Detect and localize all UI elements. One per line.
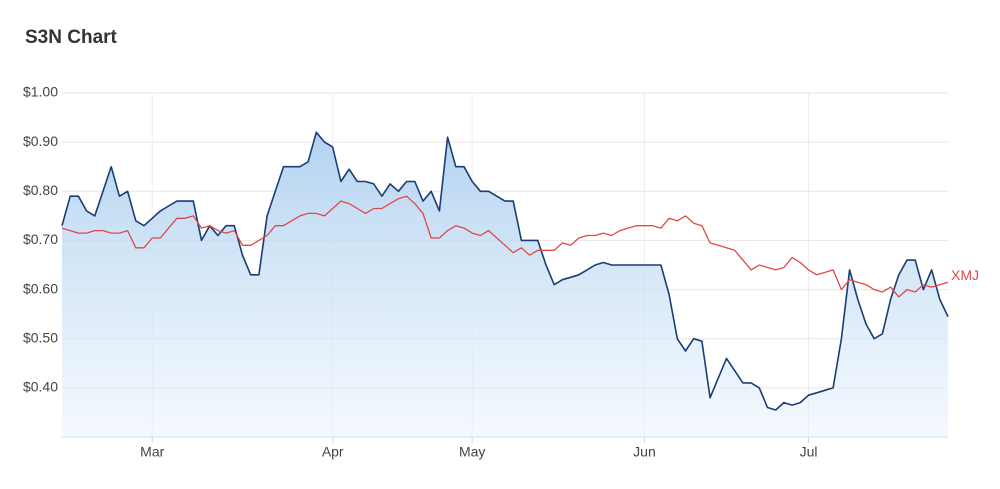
x-tick-label: Mar	[140, 444, 164, 460]
x-tick-label: May	[459, 444, 485, 460]
y-tick-label: $0.50	[23, 329, 58, 345]
series-label: XMJ	[951, 267, 979, 283]
x-tick-label: Jul	[800, 444, 818, 460]
y-tick-label: $0.90	[23, 133, 58, 149]
x-tick-label: Apr	[322, 444, 344, 460]
y-tick-label: $0.40	[23, 379, 58, 395]
y-tick-label: $0.80	[23, 182, 58, 198]
area	[62, 132, 948, 438]
y-tick-label: $0.70	[23, 231, 58, 247]
y-tick-label: $1.00	[23, 84, 58, 100]
x-tick-label: Jun	[633, 444, 656, 460]
line	[61, 195, 949, 298]
chart-title: S3N Chart	[25, 27, 118, 48]
y-tick-label: $0.60	[23, 280, 58, 296]
